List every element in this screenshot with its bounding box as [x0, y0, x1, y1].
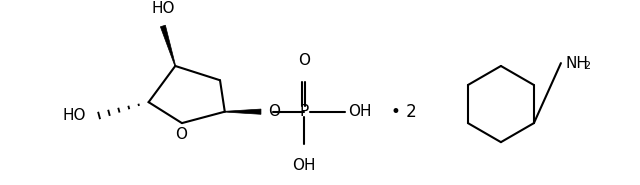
Text: O: O	[175, 127, 187, 142]
Polygon shape	[161, 25, 175, 66]
Text: HO: HO	[151, 1, 175, 16]
Text: OH: OH	[348, 104, 372, 119]
Text: 2: 2	[583, 61, 590, 71]
Text: HO: HO	[62, 108, 86, 123]
Text: • 2: • 2	[391, 103, 417, 121]
Polygon shape	[225, 109, 261, 114]
Text: OH: OH	[292, 158, 316, 173]
Text: O: O	[268, 104, 280, 119]
Text: O: O	[298, 53, 310, 68]
Text: NH: NH	[566, 56, 589, 71]
Text: P: P	[299, 104, 308, 119]
